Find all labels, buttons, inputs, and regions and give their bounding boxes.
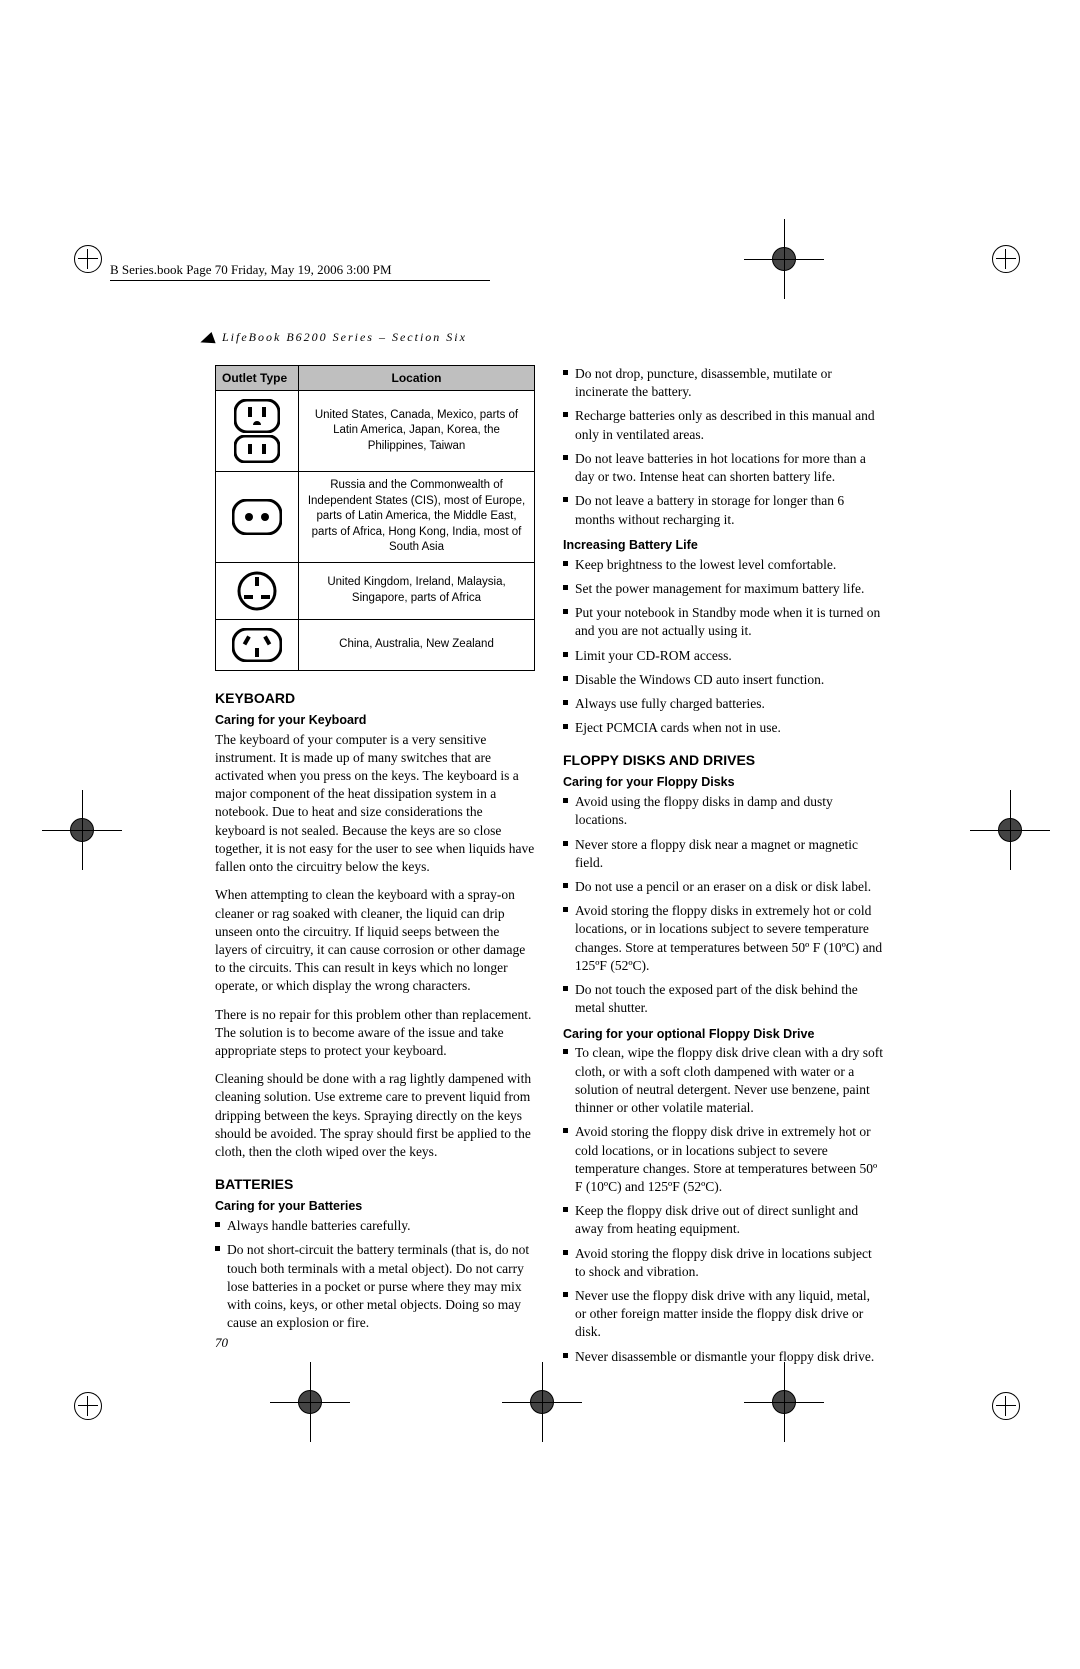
page: B Series.book Page 70 Friday, May 19, 20… — [0, 0, 1080, 1669]
list-item: Put your notebook in Standby mode when i… — [563, 604, 883, 640]
list-item: Limit your CD-ROM access. — [563, 647, 883, 665]
list-item: Do not touch the exposed part of the dis… — [563, 981, 883, 1017]
keyboard-subheading: Caring for your Keyboard — [215, 712, 535, 729]
registration-mark-icon — [772, 1390, 812, 1430]
registration-mark-icon — [772, 247, 812, 287]
corner-star-icon — [992, 1392, 1032, 1432]
list-item: Do not short-circuit the battery termina… — [215, 1241, 535, 1332]
list-item: Recharge batteries only as described in … — [563, 407, 883, 443]
outlet-icon-au — [216, 619, 299, 670]
section-header: LifeBook B6200 Series – Section Six — [222, 330, 467, 345]
book-header: B Series.book Page 70 Friday, May 19, 20… — [110, 262, 392, 278]
table-row: Russia and the Commonwealth of Independe… — [216, 472, 535, 563]
list-item: Keep brightness to the lowest level comf… — [563, 556, 883, 574]
registration-mark-icon — [998, 818, 1038, 858]
table-cell: Russia and the Commonwealth of Independe… — [299, 472, 535, 563]
right-column: Do not drop, puncture, disassemble, muti… — [563, 365, 883, 1374]
floppy-subheading1: Caring for your Floppy Disks — [563, 774, 883, 791]
outlet-icon-us — [216, 391, 299, 472]
table-header: Outlet Type — [216, 366, 299, 391]
book-header-rule — [110, 280, 490, 281]
registration-mark-icon — [298, 1390, 338, 1430]
list-item: Never use the floppy disk drive with any… — [563, 1287, 883, 1342]
table-header-row: Outlet Type Location — [216, 366, 535, 391]
section-arrow-icon — [198, 332, 215, 348]
registration-mark-icon — [70, 818, 110, 858]
table-header: Location — [299, 366, 535, 391]
floppy-disk-list: Avoid using the floppy disks in damp and… — [563, 793, 883, 1017]
increasing-battery-list: Keep brightness to the lowest level comf… — [563, 556, 883, 738]
outlet-table: Outlet Type Location United States, Cana… — [215, 365, 535, 671]
table-cell: China, Australia, New Zealand — [299, 619, 535, 670]
table-cell: United States, Canada, Mexico, parts of … — [299, 391, 535, 472]
floppy-drive-list: To clean, wipe the floppy disk drive cle… — [563, 1044, 883, 1366]
corner-star-icon — [74, 245, 114, 285]
body-text: The keyboard of your computer is a very … — [215, 731, 535, 877]
outlet-icon-uk — [216, 562, 299, 619]
list-item: Do not use a pencil or an eraser on a di… — [563, 878, 883, 896]
batteries-list-cont: Do not drop, puncture, disassemble, muti… — [563, 365, 883, 529]
table-row: United Kingdom, Ireland, Malaysia, Singa… — [216, 562, 535, 619]
list-item: Do not leave a battery in storage for lo… — [563, 492, 883, 528]
list-item: Eject PCMCIA cards when not in use. — [563, 719, 883, 737]
left-column: Outlet Type Location United States, Cana… — [215, 365, 535, 1374]
list-item: Keep the floppy disk drive out of direct… — [563, 1202, 883, 1238]
batteries-list: Always handle batteries carefully. Do no… — [215, 1217, 535, 1332]
table-row: United States, Canada, Mexico, parts of … — [216, 391, 535, 472]
list-item: Set the power management for maximum bat… — [563, 580, 883, 598]
batteries-subheading: Caring for your Batteries — [215, 1198, 535, 1215]
body-text: There is no repair for this problem othe… — [215, 1006, 535, 1061]
list-item: Do not drop, puncture, disassemble, muti… — [563, 365, 883, 401]
keyboard-heading: KEYBOARD — [215, 689, 535, 708]
corner-star-icon — [74, 1392, 114, 1432]
body-text: Cleaning should be done with a rag light… — [215, 1070, 535, 1161]
list-item: Avoid storing the floppy disk drive in l… — [563, 1245, 883, 1281]
table-row: China, Australia, New Zealand — [216, 619, 535, 670]
floppy-heading: FLOPPY DISKS AND DRIVES — [563, 751, 883, 770]
list-item: Always use fully charged batteries. — [563, 695, 883, 713]
table-cell: United Kingdom, Ireland, Malaysia, Singa… — [299, 562, 535, 619]
list-item: Never disassemble or dismantle your flop… — [563, 1348, 883, 1366]
list-item: Avoid storing the floppy disk drive in e… — [563, 1123, 883, 1196]
content-area: Outlet Type Location United States, Cana… — [215, 365, 885, 1374]
corner-star-icon — [992, 245, 1032, 285]
increasing-battery-heading: Increasing Battery Life — [563, 537, 883, 554]
list-item: Never store a floppy disk near a magnet … — [563, 836, 883, 872]
batteries-heading: BATTERIES — [215, 1175, 535, 1194]
registration-mark-icon — [530, 1390, 570, 1430]
floppy-subheading2: Caring for your optional Floppy Disk Dri… — [563, 1026, 883, 1043]
list-item: Avoid storing the floppy disks in extrem… — [563, 902, 883, 975]
list-item: Always handle batteries carefully. — [215, 1217, 535, 1235]
body-text: When attempting to clean the keyboard wi… — [215, 886, 535, 995]
outlet-icon-eu — [216, 472, 299, 563]
list-item: Avoid using the floppy disks in damp and… — [563, 793, 883, 829]
list-item: Do not leave batteries in hot locations … — [563, 450, 883, 486]
list-item: Disable the Windows CD auto insert funct… — [563, 671, 883, 689]
list-item: To clean, wipe the floppy disk drive cle… — [563, 1044, 883, 1117]
page-number: 70 — [215, 1335, 228, 1351]
